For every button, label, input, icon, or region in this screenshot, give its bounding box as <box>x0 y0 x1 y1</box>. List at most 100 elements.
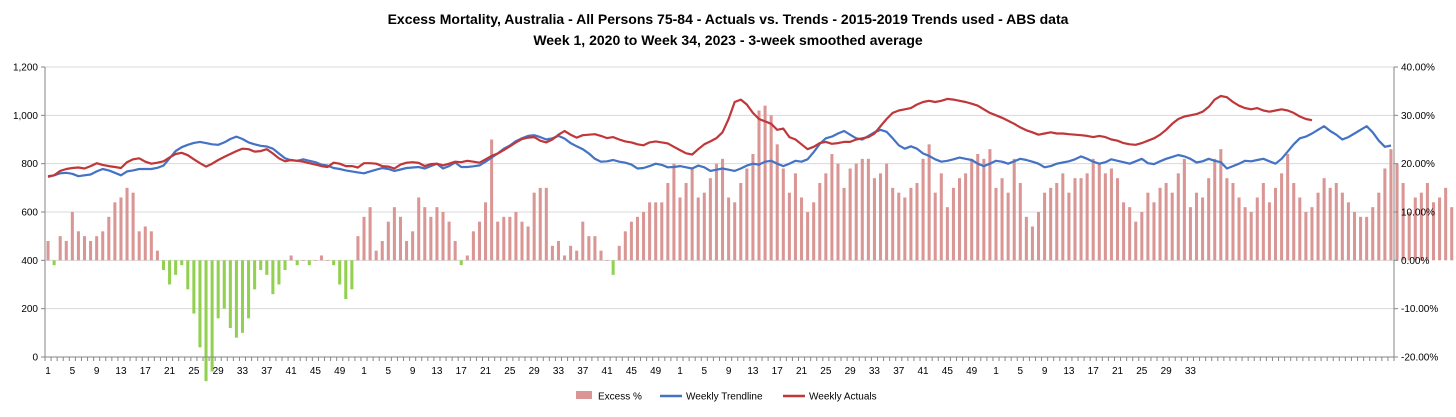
y-right-tick-label: 0.00% <box>1401 256 1429 267</box>
excess-bar <box>690 168 694 261</box>
excess-bar <box>253 260 257 290</box>
y-left-tick-label: 600 <box>21 208 38 219</box>
x-tick-label: 5 <box>702 366 708 377</box>
x-tick-label: 17 <box>772 366 784 377</box>
x-tick-label: 37 <box>893 366 905 377</box>
excess-bar <box>471 231 475 261</box>
excess-bar <box>368 207 372 261</box>
excess-bar <box>228 260 232 328</box>
excess-bar <box>836 163 840 261</box>
excess-bar <box>1419 192 1423 261</box>
excess-bar <box>654 202 658 261</box>
x-tick-label: 5 <box>70 366 76 377</box>
excess-bar <box>793 173 797 261</box>
excess-bar <box>775 144 779 261</box>
legend-actuals-label: Weekly Actuals <box>809 392 877 403</box>
excess-bar <box>1255 197 1259 261</box>
excess-bar <box>46 241 50 261</box>
excess-bar <box>326 260 330 261</box>
excess-bar <box>289 255 293 261</box>
excess-bar <box>666 183 670 261</box>
excess-bar <box>155 250 159 261</box>
excess-bar <box>1316 192 1320 261</box>
excess-bar <box>374 250 378 261</box>
excess-bar <box>1286 154 1290 261</box>
excess-bar <box>1030 226 1034 261</box>
excess-bar <box>769 115 773 261</box>
excess-bar <box>593 236 597 261</box>
excess-bar <box>1261 183 1265 261</box>
x-tick-label: 21 <box>480 366 492 377</box>
excess-bar <box>660 202 664 261</box>
y-left-tick-label: 400 <box>21 256 38 267</box>
excess-bar <box>599 250 603 261</box>
excess-bar <box>1006 192 1010 261</box>
excess-bar <box>970 158 974 261</box>
excess-bar <box>806 212 810 261</box>
excess-bar <box>1249 212 1253 261</box>
excess-bar <box>787 192 791 261</box>
excess-bar <box>818 183 822 261</box>
excess-bar <box>1371 207 1375 261</box>
x-tick-label: 33 <box>869 366 881 377</box>
excess-bar <box>1273 187 1278 261</box>
x-tick-label: 9 <box>1042 366 1048 377</box>
weekly-trendline-line <box>47 125 1392 179</box>
x-tick-label: 5 <box>1018 366 1024 377</box>
excess-bar <box>1444 187 1448 261</box>
y-left-tick-label: 1,200 <box>13 63 38 74</box>
excess-bar <box>751 154 755 261</box>
excess-bar <box>520 221 524 261</box>
excess-bar <box>921 158 925 261</box>
excess-bar <box>210 260 214 372</box>
excess-bar <box>265 260 269 275</box>
excess-bar <box>259 260 263 270</box>
excess-bar <box>70 212 74 261</box>
excess-bar <box>1225 178 1229 261</box>
excess-bar <box>180 260 184 266</box>
excess-bar <box>781 168 785 261</box>
legend-excess-swatch <box>576 391 592 399</box>
excess-bar <box>447 221 451 261</box>
excess-bar <box>623 231 627 261</box>
y-right-tick-label: 20.00% <box>1401 159 1435 170</box>
excess-bar <box>696 197 700 261</box>
x-tick-label: 29 <box>529 366 541 377</box>
excess-bar <box>866 158 870 261</box>
excess-bar <box>477 221 481 261</box>
excess-bar <box>161 260 166 270</box>
excess-bar <box>216 260 220 319</box>
series-lines <box>47 94 1392 179</box>
excess-bar <box>277 260 281 285</box>
x-tick-label: 9 <box>726 366 732 377</box>
excess-bar <box>1109 168 1113 261</box>
excess-bar <box>149 231 153 261</box>
excess-bar <box>89 241 93 261</box>
excess-bar <box>958 178 962 261</box>
excess-bar <box>526 226 530 261</box>
excess-bar <box>933 192 937 261</box>
excess-bar <box>1055 183 1059 261</box>
excess-bar <box>800 197 804 261</box>
excess-bar <box>313 260 317 261</box>
excess-bar <box>405 241 409 261</box>
excess-bar <box>672 163 676 261</box>
excess-bar <box>702 192 706 261</box>
excess-bar <box>1292 183 1296 261</box>
excess-bar <box>532 192 536 261</box>
excess-bar <box>95 236 99 261</box>
excess-bar <box>714 163 718 261</box>
excess-bar <box>927 144 931 261</box>
excess-bar <box>338 260 342 285</box>
excess-bar <box>319 255 324 261</box>
excess-bar <box>605 260 609 261</box>
excess-bar <box>1043 192 1047 261</box>
excess-bar <box>617 245 621 261</box>
excess-bar <box>508 216 512 261</box>
excess-bar <box>1018 183 1022 261</box>
excess-bar <box>350 260 354 290</box>
excess-bar <box>642 212 646 261</box>
excess-bar <box>1340 192 1344 261</box>
excess-bar <box>860 158 864 261</box>
